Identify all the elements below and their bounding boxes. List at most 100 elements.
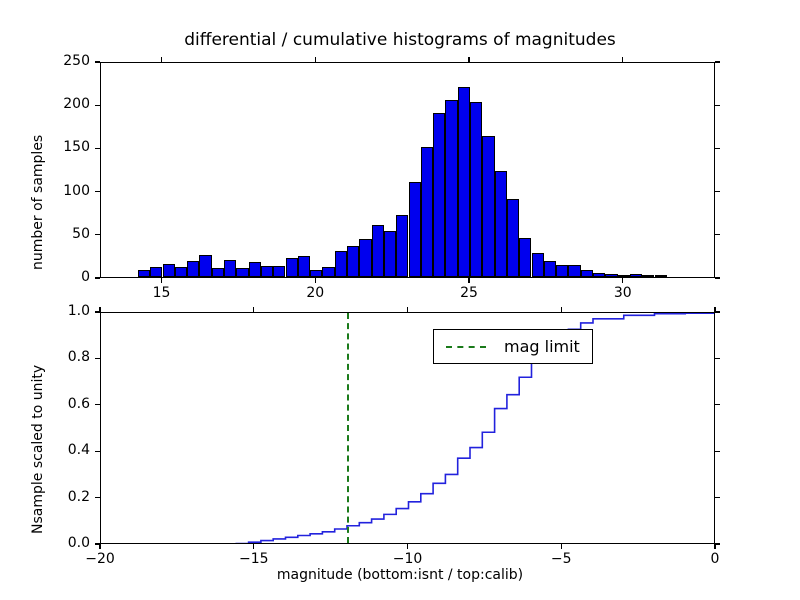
x-tick-label: 25 — [439, 285, 499, 301]
histogram-bar — [482, 136, 494, 277]
y-tick-label: 0.8 — [44, 349, 90, 365]
histogram-bar — [470, 102, 482, 277]
histogram-bar — [163, 264, 175, 277]
histogram-bar — [581, 270, 593, 277]
histogram-bar — [310, 270, 322, 277]
y-tick — [715, 61, 720, 62]
histogram-bar — [322, 267, 334, 277]
x-tick-label: 15 — [132, 285, 192, 301]
x-tick-label: −5 — [531, 551, 591, 567]
histogram-bar — [236, 268, 248, 278]
x-tick-label: 0 — [685, 551, 745, 567]
x-tick — [253, 544, 254, 549]
histogram-bar — [630, 274, 642, 277]
x-tick — [561, 544, 562, 549]
histogram-bar — [175, 267, 187, 277]
histogram-bar — [421, 147, 433, 277]
x-tick — [714, 307, 715, 312]
x-tick-label: −15 — [224, 551, 284, 567]
y-tick — [715, 277, 720, 278]
histogram-bar — [138, 270, 150, 277]
histogram-bar — [187, 261, 199, 277]
histogram-bar — [495, 171, 507, 277]
y-tick — [95, 358, 100, 359]
x-tick — [99, 544, 100, 549]
histogram-bar — [445, 100, 457, 277]
y-tick-label: 0 — [44, 269, 90, 285]
histogram-bar — [519, 238, 531, 277]
y-tick — [715, 105, 720, 106]
y-tick-label: 50 — [44, 226, 90, 242]
histogram-bar — [347, 246, 359, 277]
mag-limit-vline — [347, 313, 349, 543]
y-tick — [715, 404, 720, 405]
histogram-bar — [249, 262, 261, 277]
y-tick — [95, 277, 100, 278]
x-tick — [714, 544, 715, 549]
histogram-bar — [372, 225, 384, 277]
y-tick — [95, 191, 100, 192]
y-tick-label: 0.4 — [44, 442, 90, 458]
histogram-bar — [396, 215, 408, 277]
histogram-bar — [556, 265, 568, 277]
histogram-bar — [298, 256, 310, 277]
histogram-bar — [335, 251, 347, 277]
x-tick — [253, 307, 254, 312]
histogram-bar — [212, 268, 224, 277]
legend[interactable]: mag limit — [433, 329, 593, 364]
histogram-bar — [359, 239, 371, 277]
histogram-bar — [605, 274, 617, 277]
y-tick-label: 0.2 — [44, 489, 90, 505]
y-tick — [715, 234, 720, 235]
differential-histogram-panel — [100, 62, 715, 278]
histogram-bar — [384, 231, 396, 277]
histogram-plot-area — [101, 63, 714, 277]
histogram-bar — [150, 267, 162, 277]
x-tick — [561, 307, 562, 312]
x-tick — [315, 57, 316, 62]
x-tick — [161, 278, 162, 283]
x-tick — [468, 278, 469, 283]
figure: differential / cumulative histograms of … — [0, 0, 800, 600]
x-tick-label: −20 — [70, 551, 130, 567]
x-tick — [622, 278, 623, 283]
histogram-bar — [433, 113, 445, 277]
histogram-bar — [224, 260, 236, 277]
cumulative-plot-area — [101, 313, 714, 543]
x-tick — [407, 307, 408, 312]
histogram-bar — [286, 258, 298, 277]
histogram-bar — [593, 273, 605, 277]
x-tick — [161, 57, 162, 62]
y-tick — [715, 311, 720, 312]
histogram-bar — [544, 261, 556, 277]
cumulative-curve — [101, 313, 714, 543]
y-tick-label: 0.0 — [44, 535, 90, 551]
y-tick — [715, 451, 720, 452]
histogram-bar — [655, 275, 667, 277]
x-axis-label: magnitude (bottom:isnt / top:calib) — [0, 567, 800, 583]
histogram-bar — [507, 199, 519, 277]
histogram-bar — [618, 275, 630, 277]
histogram-bar — [568, 265, 580, 277]
x-tick — [468, 57, 469, 62]
mag-limit-legend-swatch — [446, 346, 486, 348]
histogram-bar — [532, 253, 544, 277]
y-tick-label: 150 — [44, 139, 90, 155]
histogram-bar — [273, 266, 285, 277]
y-tick — [715, 191, 720, 192]
chart-title: differential / cumulative histograms of … — [0, 30, 800, 50]
y-tick — [95, 61, 100, 62]
histogram-bar — [409, 182, 421, 277]
y-tick — [95, 234, 100, 235]
y-tick — [715, 358, 720, 359]
y-tick-label: 0.6 — [44, 396, 90, 412]
y-tick-label: 250 — [44, 53, 90, 69]
y-tick — [715, 543, 720, 544]
x-tick — [622, 57, 623, 62]
y-tick — [95, 451, 100, 452]
y-tick — [95, 105, 100, 106]
cumulative-histogram-panel: mag limit — [100, 312, 715, 544]
x-tick — [407, 544, 408, 549]
y-tick-label: 200 — [44, 96, 90, 112]
x-tick — [315, 278, 316, 283]
